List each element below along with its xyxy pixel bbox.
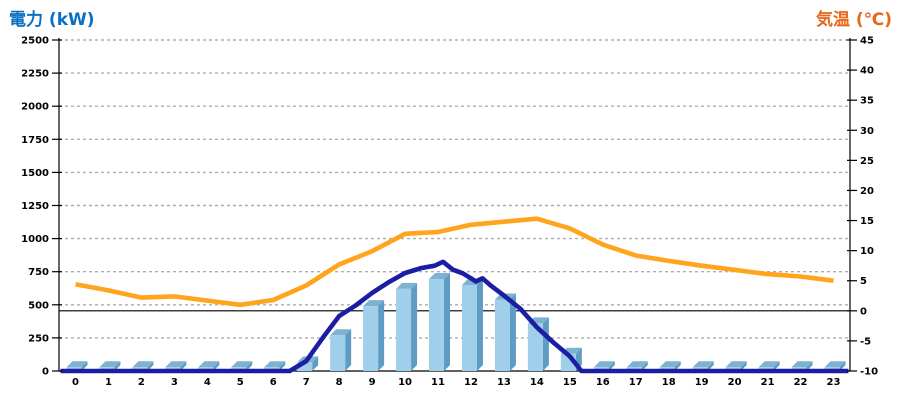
svg-text:1750: 1750: [21, 135, 49, 146]
svg-text:21: 21: [761, 377, 775, 388]
svg-text:18: 18: [662, 377, 676, 388]
svg-text:1: 1: [105, 377, 112, 388]
svg-text:17: 17: [629, 377, 643, 388]
svg-text:5: 5: [860, 276, 867, 287]
svg-text:35: 35: [860, 96, 874, 107]
svg-text:0: 0: [42, 367, 49, 378]
svg-text:750: 750: [28, 267, 49, 278]
left-axis: 0 250 500 750 1000 1250 1500 1750 2000 2250 2500: [21, 36, 62, 378]
svg-text:-5: -5: [860, 336, 871, 347]
svg-text:11: 11: [431, 377, 445, 388]
svg-text:22: 22: [794, 377, 808, 388]
svg-text:20: 20: [860, 186, 874, 197]
svg-text:5: 5: [237, 377, 244, 388]
power-line: [60, 259, 849, 374]
svg-text:3: 3: [171, 377, 178, 388]
svg-text:10: 10: [860, 246, 874, 257]
svg-text:16: 16: [596, 377, 610, 388]
power-bars: [66, 272, 846, 371]
gridlines: [59, 39, 850, 339]
svg-text:20: 20: [728, 377, 742, 388]
svg-text:1250: 1250: [21, 201, 49, 212]
svg-text:30: 30: [860, 126, 874, 137]
right-axis-title: 気温 (℃): [815, 10, 892, 30]
svg-text:45: 45: [860, 36, 874, 47]
svg-text:-10: -10: [860, 367, 878, 378]
svg-text:13: 13: [497, 377, 511, 388]
svg-text:9: 9: [369, 377, 376, 388]
right-axis: -10 -5 0 5 10 15 20 25 30 35 40 45: [847, 36, 878, 378]
svg-text:7: 7: [303, 377, 310, 388]
svg-text:25: 25: [860, 156, 874, 167]
x-axis-labels: 0 1 2 3 4 5 6 7 8 9 10 11 12 13 14 15 16 17 18 19 20 21 22 23: [72, 377, 841, 388]
svg-text:10: 10: [398, 377, 412, 388]
svg-text:15: 15: [563, 377, 577, 388]
svg-text:23: 23: [827, 377, 841, 388]
svg-text:1000: 1000: [21, 234, 49, 245]
svg-text:2500: 2500: [21, 36, 49, 47]
svg-text:15: 15: [860, 216, 874, 227]
svg-text:1500: 1500: [21, 168, 49, 179]
svg-text:4: 4: [204, 377, 211, 388]
left-axis-title: 電力 (kW): [9, 10, 95, 30]
svg-text:2: 2: [138, 377, 145, 388]
svg-text:0: 0: [860, 306, 867, 317]
temperature-line: [75, 216, 834, 308]
svg-text:14: 14: [530, 377, 544, 388]
svg-text:6: 6: [270, 377, 277, 388]
svg-text:40: 40: [860, 66, 874, 77]
svg-text:2250: 2250: [21, 69, 49, 80]
svg-text:12: 12: [464, 377, 478, 388]
svg-text:0: 0: [72, 377, 79, 388]
svg-text:2000: 2000: [21, 102, 49, 113]
svg-text:250: 250: [28, 333, 49, 344]
svg-text:500: 500: [28, 300, 49, 311]
svg-text:8: 8: [336, 377, 343, 388]
svg-text:19: 19: [695, 377, 709, 388]
